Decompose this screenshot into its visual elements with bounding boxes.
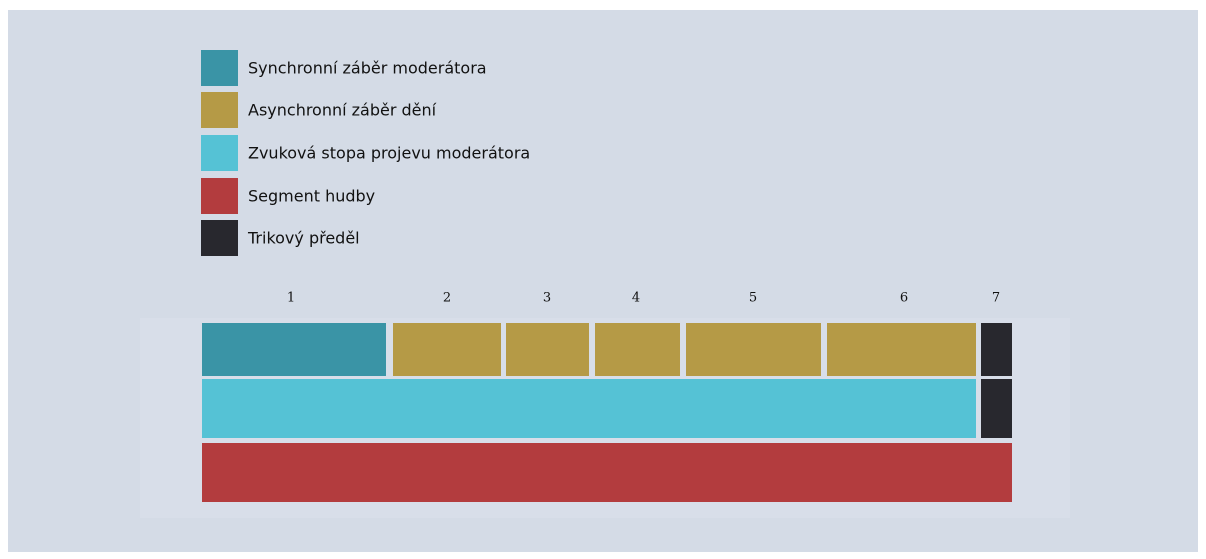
timeline-block	[202, 323, 386, 376]
timeline-block	[595, 323, 680, 376]
timeline-block	[981, 379, 1012, 438]
timeline-block	[827, 323, 976, 376]
timeline-block	[686, 323, 821, 376]
legend-label: Asynchronní záběr dění	[248, 101, 437, 120]
segment-number: 5	[749, 291, 757, 306]
legend-label: Zvuková stopa projevu moderátora	[248, 144, 530, 163]
segment-number: 4	[632, 291, 640, 306]
segment-number: 1	[287, 291, 295, 306]
segment-number: 2	[443, 291, 451, 306]
legend-label: Trikový předěl	[247, 229, 360, 248]
segment-number: 3	[543, 291, 551, 306]
legend-swatch	[201, 92, 238, 128]
legend-swatch	[201, 135, 238, 171]
legend-swatch	[201, 178, 238, 214]
legend-label: Segment hudby	[248, 187, 375, 206]
legend-swatch	[201, 50, 238, 86]
segment-number: 6	[900, 291, 908, 306]
legend-label: Synchronní záběr moderátora	[248, 59, 487, 78]
timeline-block	[981, 323, 1012, 376]
timeline-block	[506, 323, 589, 376]
timeline-block	[202, 443, 1012, 502]
segment-number: 7	[992, 291, 1000, 306]
legend-swatch	[201, 220, 238, 256]
timeline-block	[202, 379, 976, 438]
timeline-block	[393, 323, 501, 376]
